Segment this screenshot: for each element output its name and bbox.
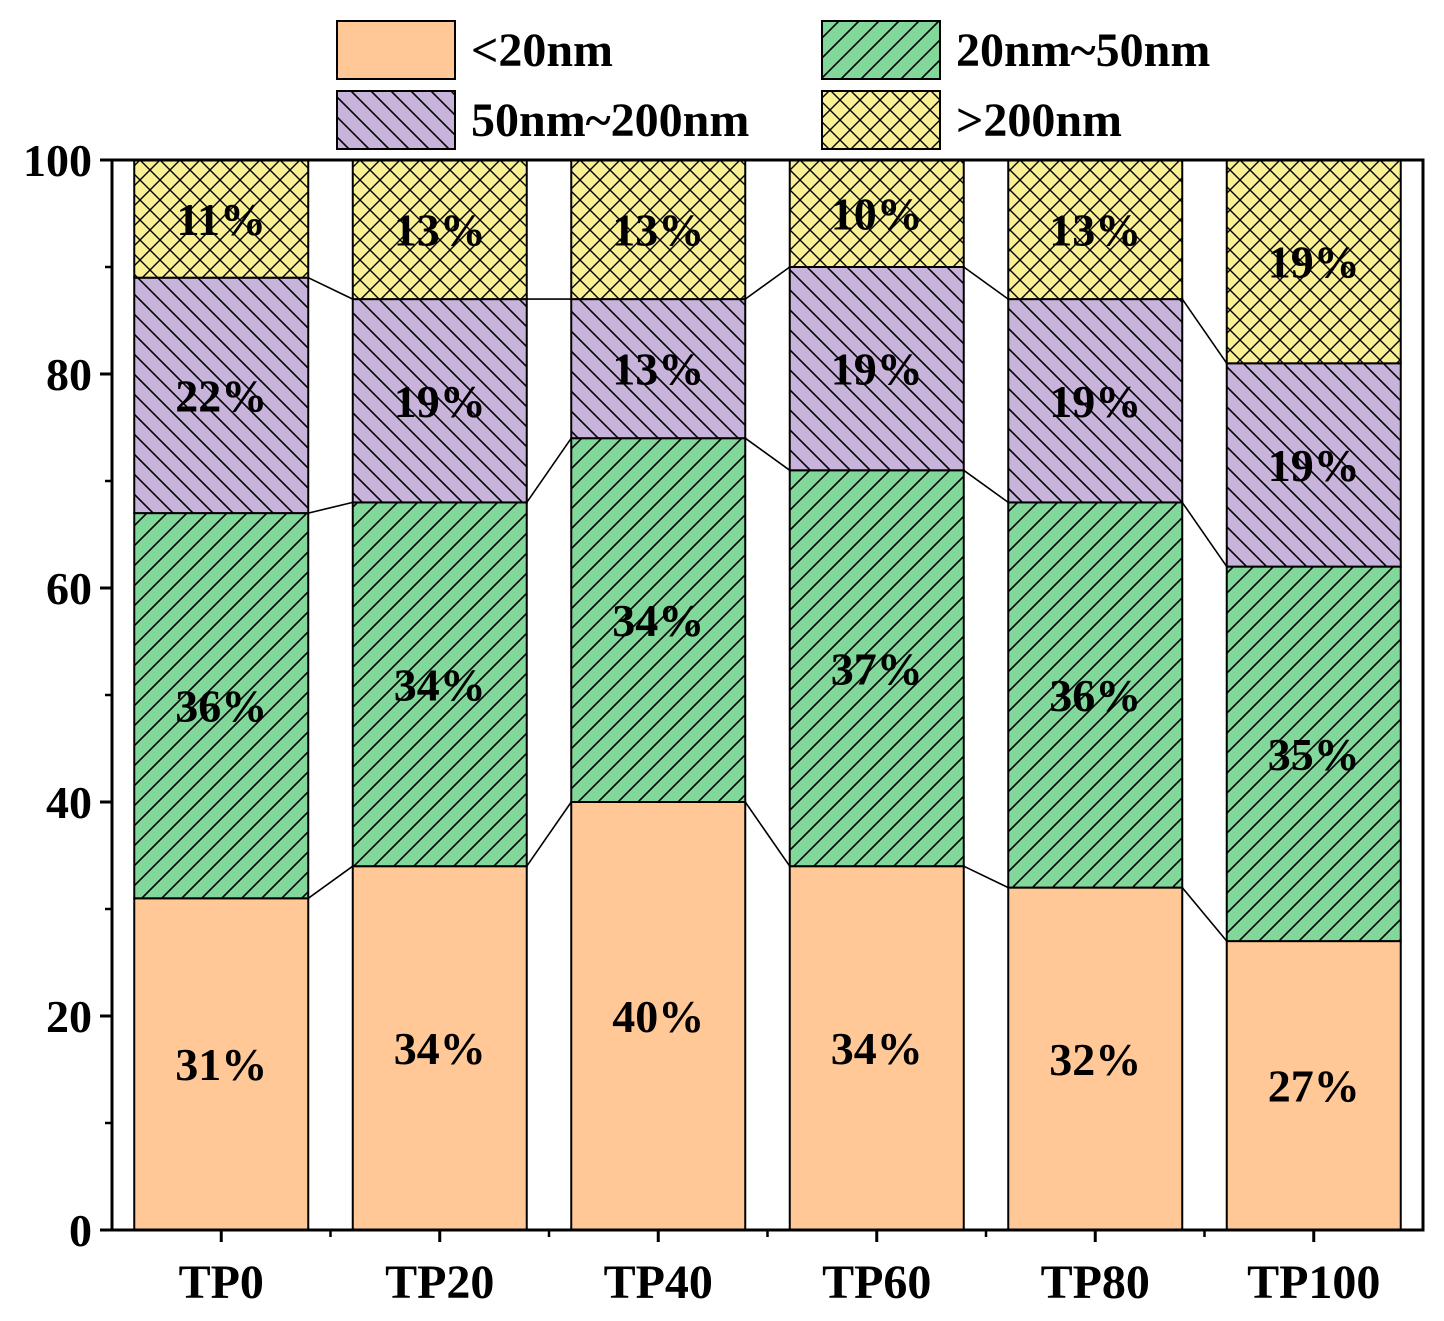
bar-tp100-50nm-200nm: [1225, 362, 1402, 568]
connector-line: [307, 865, 354, 899]
data-label-tp100-20nm: 27%: [1268, 1061, 1360, 1112]
y-tick-label: 40: [46, 777, 92, 828]
data-label-tp20-50nm-200nm: 19%: [394, 376, 486, 427]
connector-line: [526, 437, 572, 503]
data-label-tp100-20nm-50nm: 35%: [1268, 729, 1360, 780]
bar-tp40-20nm: [570, 801, 747, 1231]
data-label-tp40-20nm-50nm: 34%: [612, 595, 704, 646]
data-label-tp60-200nm: 10%: [831, 189, 923, 240]
data-label-tp20-200nm: 13%: [394, 205, 486, 256]
bar-tp60-20nm-50nm: [788, 469, 965, 868]
bar-tp80-200nm: [1007, 159, 1184, 301]
data-label-tp20-20nm: 34%: [394, 1023, 486, 1074]
x-tick-label-tp60: TP60: [822, 1256, 931, 1309]
x-tick-label-tp100: TP100: [1247, 1256, 1380, 1309]
data-label-tp80-200nm: 13%: [1049, 205, 1141, 256]
data-label-tp80-20nm: 32%: [1049, 1034, 1141, 1085]
data-label-tp40-200nm: 13%: [612, 205, 704, 256]
connector-line: [1181, 298, 1228, 364]
legend-label: >200nm: [956, 94, 1122, 147]
legend-swatch: [336, 90, 456, 150]
connector-line: [526, 801, 572, 867]
bar-tp100-20nm: [1225, 940, 1402, 1231]
data-label-tp0-20nm-50nm: 36%: [175, 681, 267, 732]
x-axis-ticks: TP0 TP20 TP40 TP60 TP80 TP100: [179, 1230, 1380, 1309]
data-label-tp40-20nm: 40%: [612, 991, 704, 1042]
data-label-tp100-200nm: 19%: [1268, 237, 1360, 288]
x-tick-label-tp40: TP40: [604, 1256, 713, 1309]
y-tick-label: 0: [69, 1205, 92, 1256]
x-tick-label-tp80: TP80: [1041, 1256, 1150, 1309]
data-label-tp60-20nm-50nm: 37%: [831, 643, 923, 694]
connector-line: [1181, 501, 1228, 568]
bar-tp60-50nm-200nm: [788, 266, 965, 472]
data-label-tp100-50nm-200nm: 19%: [1268, 440, 1360, 491]
bar-tp20-20nm-50nm: [351, 501, 528, 868]
bar-tp80-20nm-50nm: [1007, 501, 1184, 889]
legend-swatch: [821, 90, 941, 150]
bar-tp80-50nm-200nm: [1007, 298, 1184, 504]
bar-tp0-200nm: [133, 159, 310, 279]
bars-group: [133, 159, 1402, 1231]
x-tick-label-tp20: TP20: [385, 1256, 494, 1309]
y-tick-label: 80: [46, 349, 92, 400]
bar-tp0-20nm: [133, 897, 310, 1231]
data-label-tp60-20nm: 34%: [831, 1023, 923, 1074]
data-label-tp0-20nm: 31%: [175, 1039, 267, 1090]
connector-line: [744, 266, 791, 300]
bar-tp0-20nm-50nm: [133, 512, 310, 900]
legend-label: <20nm: [471, 24, 613, 77]
connector-line: [963, 469, 1009, 504]
data-label-tp0-200nm: 11%: [177, 194, 266, 245]
bar-tp40-50nm-200nm: [570, 298, 747, 440]
y-tick-label: 60: [46, 563, 92, 614]
bar-tp60-200nm: [788, 159, 965, 268]
y-tick-label: 100: [23, 135, 92, 186]
connector-line: [744, 801, 791, 867]
connector-line: [307, 276, 354, 300]
bar-tp0-50nm-200nm: [133, 276, 310, 515]
connector-line: [963, 865, 1009, 889]
legend-label: 50nm~200nm: [471, 94, 749, 147]
data-label-tp20-20nm-50nm: 34%: [394, 659, 486, 710]
legend-swatch: [821, 20, 941, 80]
bar-tp100-20nm-50nm: [1225, 565, 1402, 943]
legend-swatch: [336, 20, 456, 80]
bar-tp20-20nm: [351, 865, 528, 1231]
y-tick-label: 20: [46, 991, 92, 1042]
bar-tp40-200nm: [570, 159, 747, 301]
y-axis-ticks: 0 20 40 60 80 100: [23, 135, 112, 1256]
data-label-tp40-50nm-200nm: 13%: [612, 344, 704, 395]
bar-tp40-20nm-50nm: [570, 437, 747, 803]
connector-lines: [307, 266, 1228, 942]
data-label-tp80-20nm-50nm: 36%: [1049, 670, 1141, 721]
legend-label: 20nm~50nm: [956, 24, 1210, 77]
data-label-tp80-50nm-200nm: 19%: [1049, 376, 1141, 427]
data-label-tp60-50nm-200nm: 19%: [831, 344, 923, 395]
connector-line: [744, 437, 791, 471]
data-label-tp0-50nm-200nm: 22%: [175, 370, 267, 421]
bar-tp20-200nm: [351, 159, 528, 301]
legend: <20nm 20nm~50nm 50nm~200nm >200nm: [336, 20, 1210, 150]
connector-line: [308, 501, 353, 514]
bar-tp80-20nm: [1007, 886, 1184, 1231]
connector-line: [963, 266, 1009, 300]
segment-labels: 31% 36% 22% 11% 34% 34% 19% 13% 40% 34% 13% 13% 34% 3…: [175, 189, 1360, 1112]
bar-tp100-200nm: [1225, 159, 1402, 365]
connector-line: [1181, 887, 1228, 942]
x-tick-label-tp0: TP0: [179, 1256, 264, 1309]
bar-tp60-20nm: [788, 865, 965, 1231]
